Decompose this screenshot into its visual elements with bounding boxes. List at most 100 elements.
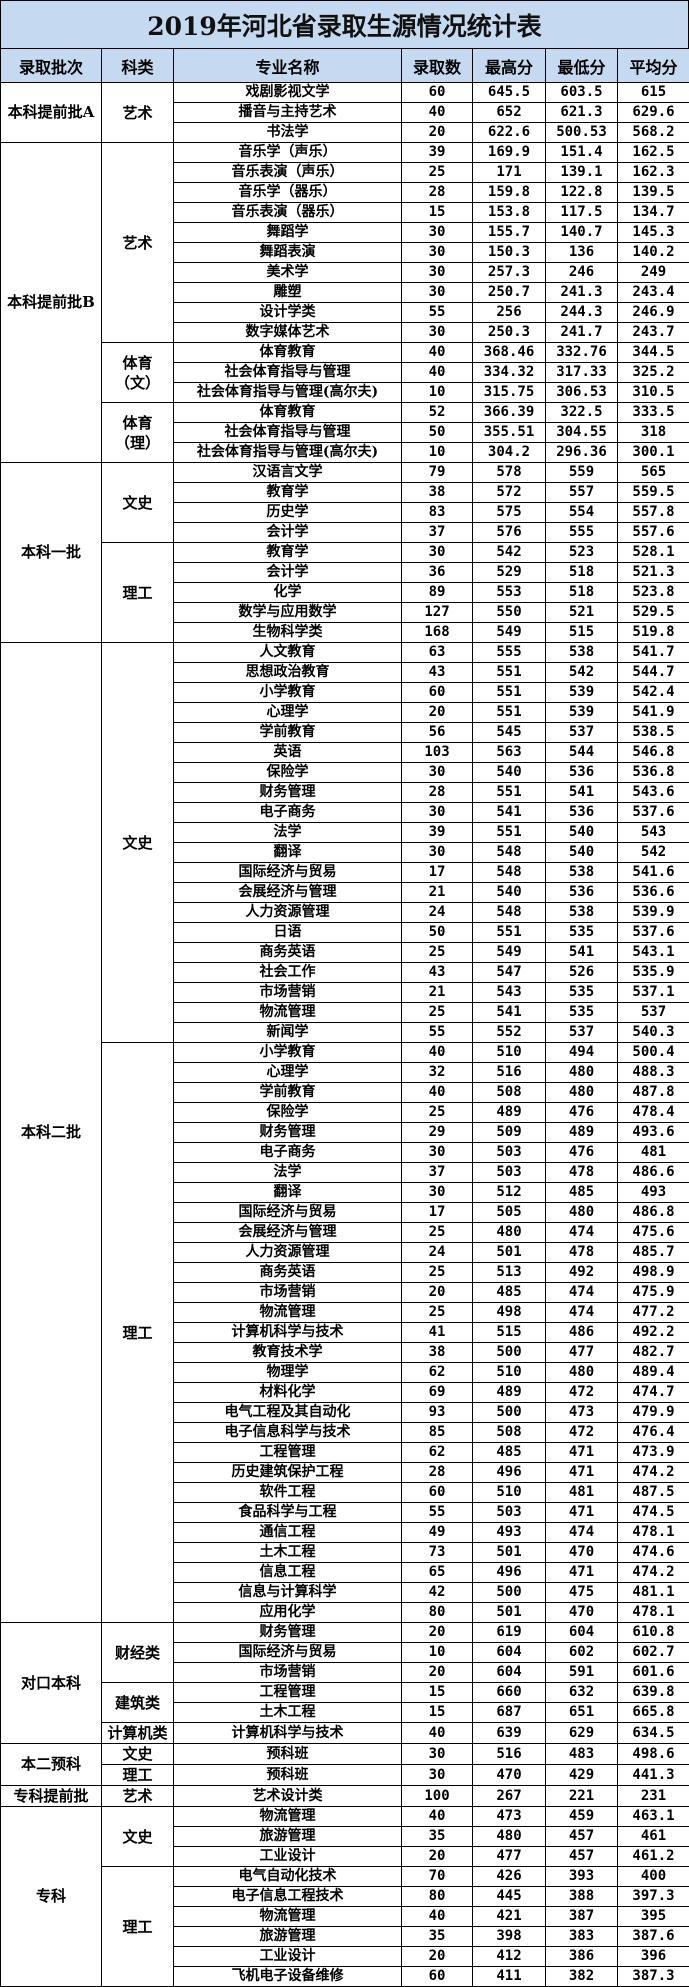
major-cell: 体育教育 [174,343,402,363]
major-cell: 电子信息科学与技术 [174,1423,402,1443]
max-score-cell: 256 [473,303,546,323]
major-cell: 历史建筑保护工程 [174,1463,402,1483]
admitted-cell: 28 [402,183,473,203]
avg-score-cell: 615 [618,83,689,103]
major-cell: 电气自动化技术 [174,1867,402,1887]
min-score-cell: 317.33 [546,363,618,383]
avg-score-cell: 565 [618,463,689,483]
major-cell: 商务英语 [174,943,402,963]
min-score-cell: 457 [546,1847,618,1867]
avg-score-cell: 529.5 [618,603,689,623]
min-score-cell: 651 [546,1703,618,1723]
admitted-cell: 10 [402,383,473,403]
admitted-cell: 100 [402,1786,473,1807]
avg-score-cell: 498.9 [618,1263,689,1283]
min-score-cell: 544 [546,743,618,763]
max-score-cell: 575 [473,503,546,523]
admitted-cell: 103 [402,743,473,763]
min-score-cell: 388 [546,1887,618,1907]
min-score-cell: 481 [546,1483,618,1503]
avg-score-cell: 539.9 [618,903,689,923]
admitted-cell: 30 [402,323,473,343]
category-label: 体育（理） [106,413,170,453]
max-score-cell: 545 [473,723,546,743]
min-score-cell: 476 [546,1103,618,1123]
avg-score-cell: 300.1 [618,443,689,463]
admitted-cell: 127 [402,603,473,623]
admitted-cell: 25 [402,1003,473,1023]
header-min-score: 最低分 [546,49,618,83]
category-label: 理工 [122,583,152,603]
min-score-cell: 151.4 [546,143,618,163]
admitted-cell: 60 [402,1483,473,1503]
major-cell: 市场营销 [174,1283,402,1303]
avg-score-cell: 474.2 [618,1463,689,1483]
major-cell: 学前教育 [174,1083,402,1103]
avg-score-cell: 231 [618,1786,689,1807]
admitted-cell: 50 [402,923,473,943]
min-score-cell: 471 [546,1443,618,1463]
admitted-cell: 37 [402,523,473,543]
admitted-cell: 42 [402,1583,473,1603]
admitted-cell: 63 [402,643,473,663]
major-cell: 信息与计算科学 [174,1583,402,1603]
major-cell: 国际经济与贸易 [174,863,402,883]
max-score-cell: 485 [473,1443,546,1463]
min-score-cell: 480 [546,1203,618,1223]
max-score-cell: 549 [473,623,546,643]
avg-score-cell: 523.8 [618,583,689,603]
avg-score-cell: 461 [618,1827,689,1847]
major-cell: 旅游管理 [174,1927,402,1947]
min-score-cell: 306.53 [546,383,618,403]
max-score-cell: 604 [473,1663,546,1683]
admitted-cell: 10 [402,1643,473,1663]
max-score-cell: 500 [473,1403,546,1423]
min-score-cell: 500.53 [546,123,618,143]
max-score-cell: 563 [473,743,546,763]
max-score-cell: 515 [473,1323,546,1343]
min-score-cell: 559 [546,463,618,483]
min-score-cell: 629 [546,1723,618,1744]
major-cell: 社会体育指导与管理(高尔夫) [174,383,402,403]
category-label: 文史 [122,1827,152,1847]
admitted-cell: 30 [402,763,473,783]
max-score-cell: 652 [473,103,546,123]
major-cell: 土木工程 [174,1543,402,1563]
batch-cell: 对口本科 [1,1623,102,1744]
admitted-cell: 55 [402,303,473,323]
max-score-cell: 547 [473,963,546,983]
major-cell: 社会体育指导与管理(高尔夫) [174,443,402,463]
min-score-cell: 221 [546,1786,618,1807]
major-cell: 会计学 [174,563,402,583]
admitted-cell: 25 [402,1103,473,1123]
avg-score-cell: 477.2 [618,1303,689,1323]
major-cell: 法学 [174,1163,402,1183]
min-score-cell: 480 [546,1363,618,1383]
admitted-cell: 21 [402,983,473,1003]
header-category: 科类 [102,49,174,83]
major-cell: 计算机科学与技术 [174,1323,402,1343]
min-score-cell: 515 [546,623,618,643]
avg-score-cell: 568.2 [618,123,689,143]
admitted-cell: 30 [402,803,473,823]
max-score-cell: 549 [473,943,546,963]
avg-score-cell: 140.2 [618,243,689,263]
admitted-cell: 30 [402,223,473,243]
major-cell: 雕塑 [174,283,402,303]
major-cell: 人文教育 [174,643,402,663]
major-cell: 英语 [174,743,402,763]
major-cell: 教育学 [174,483,402,503]
min-score-cell: 480 [546,1083,618,1103]
avg-score-cell: 479.9 [618,1403,689,1423]
min-score-cell: 459 [546,1807,618,1827]
min-score-cell: 621.3 [546,103,618,123]
min-score-cell: 555 [546,523,618,543]
max-score-cell: 366.39 [473,403,546,423]
max-score-cell: 576 [473,523,546,543]
avg-score-cell: 493.6 [618,1123,689,1143]
major-cell: 国际经济与贸易 [174,1643,402,1663]
min-score-cell: 489 [546,1123,618,1143]
